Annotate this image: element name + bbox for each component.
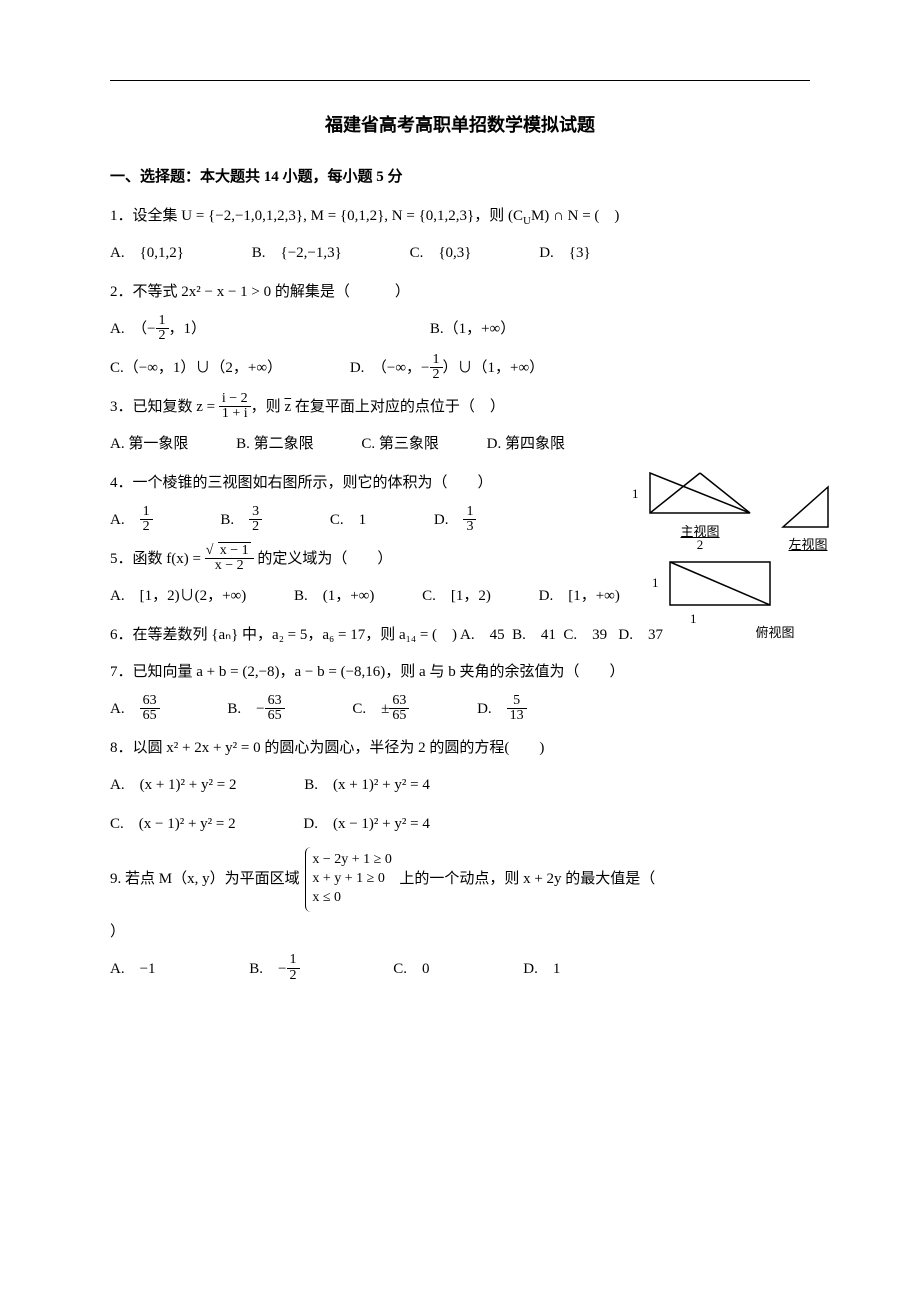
q3-options: A. 第一象限 B. 第二象限 C. 第三象限 D. 第四象限 bbox=[110, 428, 810, 461]
q2-d-frac: 12 bbox=[430, 353, 443, 383]
q1-options: A. {0,1,2} B. {−2,−1,3} C. {0,3} D. {3} bbox=[110, 237, 810, 270]
q3-pre: 3．已知复数 z = bbox=[110, 399, 219, 415]
q1-opt-a: A. {0,1,2} bbox=[110, 237, 184, 270]
q3-opt-c: C. 第三象限 bbox=[361, 428, 439, 461]
q1-opt-b: B. {−2,−1,3} bbox=[252, 237, 342, 270]
q5-opt-a: A. [1，2)∪(2，+∞) bbox=[110, 580, 246, 613]
q4-opt-a: A. 12 bbox=[110, 504, 153, 537]
q8-options-row2: C. (x − 1)² + y² = 2 D. (x − 1)² + y² = … bbox=[110, 808, 810, 841]
question-3: 3．已知复数 z = i − 21 + i，则 z 在复平面上对应的点位于（ ） bbox=[110, 391, 810, 424]
q6-stem: 6．在等差数列 {aₙ} 中，a₂ = 5，a₆ = 17，则 a₁₄ = ( … bbox=[110, 627, 457, 643]
top-label-bottom: 1 bbox=[690, 611, 697, 627]
q8-options-row1: A. (x + 1)² + y² = 2 B. (x + 1)² + y² = … bbox=[110, 769, 810, 802]
q7-opt-a: A. 6365 bbox=[110, 693, 160, 726]
q7-options: A. 6365 B. −6365 C. ±6365 D. 513 bbox=[110, 693, 810, 726]
q5-frac: x − 1x − 2 bbox=[205, 544, 254, 574]
q5-sqrt: x − 1 bbox=[208, 544, 251, 559]
side-caption: 左视图 bbox=[778, 537, 838, 553]
q9-opt-a: A. −1 bbox=[110, 953, 156, 986]
q3-opt-b: B. 第二象限 bbox=[236, 428, 314, 461]
q8-opt-c: C. (x − 1)² + y² = 2 bbox=[110, 808, 236, 841]
q1-opt-c: C. {0,3} bbox=[410, 237, 472, 270]
q2-opt-d: D. （−∞，−12）∪（1，+∞） bbox=[350, 352, 544, 385]
q8-opt-b: B. (x + 1)² + y² = 4 bbox=[304, 769, 430, 802]
page: 福建省高考高职单招数学模拟试题 一、选择题：本大题共 14 小题，每小题 5 分… bbox=[0, 0, 920, 1302]
q3-opt-d: D. 第四象限 bbox=[487, 428, 565, 461]
q3-mid: ，则 bbox=[251, 399, 285, 415]
question-2: 2．不等式 2x² − x − 1 > 0 的解集是（ ） bbox=[110, 276, 810, 309]
front-view-svg bbox=[640, 468, 760, 520]
q2-a-post: ，1） bbox=[169, 313, 207, 346]
q9-pre: 9. 若点 M（x, y）为平面区域 bbox=[110, 871, 303, 887]
q2-a-frac: 12 bbox=[156, 314, 169, 344]
q8-opt-a: A. (x + 1)² + y² = 2 bbox=[110, 769, 236, 802]
question-7: 7．已知向量 a + b = (2,−8)，a − b = (−8,16)，则 … bbox=[110, 656, 810, 689]
q9-options: A. −1 B. −12 C. 0 D. 1 bbox=[110, 953, 810, 986]
q9-post: 上的一个动点，则 x + 2y 的最大值是（ bbox=[396, 871, 656, 887]
q2-d-pre: D. （−∞，− bbox=[350, 352, 430, 385]
q6-opt-c: C. 39 bbox=[563, 627, 607, 643]
question-9: 9. 若点 M（x, y）为平面区域 x − 2y + 1 ≥ 0x + y +… bbox=[110, 847, 810, 912]
q9-opt-c: C. 0 bbox=[393, 953, 429, 986]
q5-pre: 5．函数 f(x) = bbox=[110, 551, 205, 567]
q4-opt-c: C. 1 bbox=[330, 504, 366, 537]
diagram-top-row: 1 主视图 2 左视图 bbox=[640, 468, 890, 553]
top-view-svg bbox=[660, 557, 780, 612]
side-view-svg bbox=[778, 482, 838, 534]
q1-sub: U bbox=[523, 215, 531, 227]
question-8: 8．以圆 x² + 2x + y² = 0 的圆心为圆心，半径为 2 的圆的方程… bbox=[110, 732, 810, 765]
q2-d-post: ）∪（1，+∞） bbox=[443, 352, 545, 385]
top-caption: 俯视图 bbox=[660, 625, 890, 641]
top-label-side: 1 bbox=[652, 575, 659, 591]
q9-line1: x − 2y + 1 ≥ 0 bbox=[312, 851, 391, 870]
exam-title: 福建省高考高职单招数学模拟试题 bbox=[110, 111, 810, 137]
q2-opt-a: A. （−12，1） bbox=[110, 313, 206, 346]
q2-a-pre: A. （− bbox=[110, 313, 156, 346]
top-view: 1 1 俯视图 bbox=[660, 557, 890, 641]
q2-options-row2: C.（−∞，1）∪（2，+∞） D. （−∞，−12）∪（1，+∞） bbox=[110, 352, 810, 385]
q5-opt-b: B. (1，+∞) bbox=[294, 580, 374, 613]
q2-options-row1: A. （−12，1） B.（1，+∞） bbox=[110, 313, 810, 346]
front-label-1: 1 bbox=[632, 486, 639, 502]
q5-opt-c: C. [1，2) bbox=[422, 580, 491, 613]
q8-opt-d: D. (x − 1)² + y² = 4 bbox=[303, 808, 429, 841]
q9-line2: x + y + 1 ≥ 0 bbox=[312, 870, 391, 889]
q9-close: ） bbox=[110, 916, 810, 949]
q7-opt-b: B. −6365 bbox=[227, 693, 284, 726]
q9-line3: x ≤ 0 bbox=[312, 889, 391, 908]
question-1: 1．设全集 U = {−2,−1,0,1,2,3}, M = {0,1,2}, … bbox=[110, 200, 810, 233]
q6-opt-a: A. 45 bbox=[460, 627, 505, 643]
three-view-diagram: 1 主视图 2 左视图 1 1 俯视图 bbox=[640, 468, 890, 641]
q2-opt-c: C.（−∞，1）∪（2，+∞） bbox=[110, 352, 282, 385]
section-1-heading: 一、选择题：本大题共 14 小题，每小题 5 分 bbox=[110, 165, 810, 186]
q2-opt-b: B.（1，+∞） bbox=[430, 313, 515, 346]
q4-opt-b: B. 32 bbox=[220, 504, 262, 537]
q3-opt-a: A. 第一象限 bbox=[110, 428, 188, 461]
q1-opt-d: D. {3} bbox=[539, 237, 590, 270]
front-label-2: 2 bbox=[640, 537, 760, 553]
q4-opt-d: D. 13 bbox=[434, 504, 477, 537]
front-view: 1 主视图 2 bbox=[640, 468, 760, 553]
q9-opt-d: D. 1 bbox=[523, 953, 560, 986]
q1-stem-post: M) ∩ N = ( ) bbox=[531, 208, 619, 224]
side-view: 左视图 bbox=[778, 482, 838, 553]
q9-opt-b: B. −12 bbox=[249, 953, 299, 986]
q1-stem-pre: 1．设全集 U = {−2,−1,0,1,2,3}, M = {0,1,2}, … bbox=[110, 208, 523, 224]
q9-brace: x − 2y + 1 ≥ 0x + y + 1 ≥ 0x ≤ 0 bbox=[305, 847, 391, 912]
q6-opt-b: B. 41 bbox=[512, 627, 556, 643]
q7-opt-c: C. ±6365 bbox=[352, 693, 409, 726]
q3-frac: i − 21 + i bbox=[219, 392, 251, 422]
q5-post: 的定义域为（ ） bbox=[254, 551, 393, 567]
q5-opt-d: D. [1，+∞) bbox=[539, 580, 620, 613]
q3-post: 在复平面上对应的点位于（ ） bbox=[291, 399, 505, 415]
top-rule bbox=[110, 80, 810, 81]
q7-opt-d: D. 513 bbox=[477, 693, 527, 726]
